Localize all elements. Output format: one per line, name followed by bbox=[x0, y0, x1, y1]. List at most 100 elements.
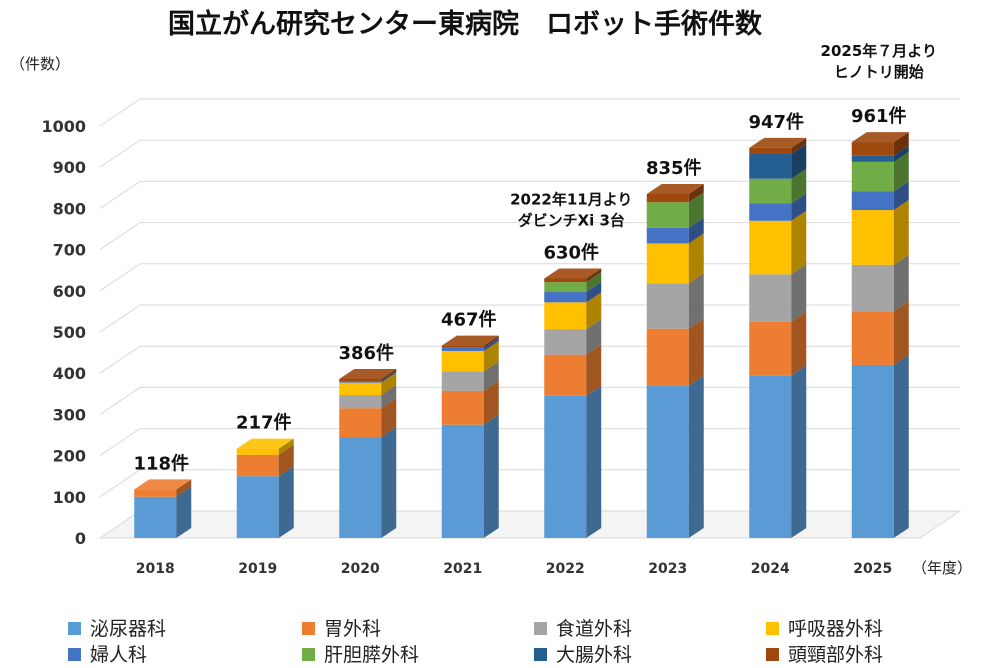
gridline bbox=[99, 386, 960, 415]
bar-segment bbox=[749, 375, 792, 538]
gridline bbox=[99, 469, 960, 498]
bar-segment-side bbox=[688, 233, 704, 284]
legend-swatch bbox=[766, 622, 779, 635]
legend-label: 婦人科 bbox=[90, 644, 147, 666]
bar-segment bbox=[749, 178, 792, 204]
bar-segment bbox=[544, 282, 587, 293]
bar-segment-side bbox=[278, 444, 294, 477]
bar-segment-side bbox=[483, 340, 499, 372]
x-axis-unit-label: （年度） bbox=[912, 559, 972, 577]
total-label: 386件 bbox=[338, 342, 394, 364]
total-label: 961件 bbox=[851, 105, 907, 127]
bar-segment-side bbox=[791, 365, 807, 538]
legend-label: 頭頸部外科 bbox=[788, 644, 883, 666]
x-tick-label: 2024 bbox=[751, 561, 790, 577]
bar-segment bbox=[646, 193, 689, 203]
bar-group-2018 bbox=[134, 479, 192, 538]
annotation-text: ダビンチXi 3台 bbox=[518, 211, 625, 229]
x-tick-label: 2025 bbox=[853, 561, 892, 577]
bar-segment bbox=[441, 347, 484, 351]
bar-segment bbox=[544, 329, 587, 355]
bar-top bbox=[646, 183, 704, 194]
bar-segment-side bbox=[586, 268, 602, 283]
y-tick-label: 300 bbox=[53, 405, 86, 424]
bar-segment bbox=[544, 395, 587, 538]
bar-segment bbox=[851, 191, 894, 211]
total-label: 118件 bbox=[133, 452, 189, 474]
x-tick-label: 2018 bbox=[136, 561, 175, 577]
bar-segment-side bbox=[791, 210, 807, 275]
legend-item: 婦人科 bbox=[68, 644, 147, 666]
legend-label: 泌尿器科 bbox=[90, 618, 166, 640]
bar-group-2021 bbox=[441, 335, 499, 538]
bar-segment bbox=[339, 378, 382, 382]
bar-segment-side bbox=[176, 479, 192, 497]
bar-group-2024 bbox=[749, 137, 807, 538]
legend-label: 食道外科 bbox=[556, 618, 632, 640]
bar-segment bbox=[749, 203, 792, 221]
legend-swatch bbox=[534, 622, 547, 635]
bar-segment bbox=[544, 278, 587, 283]
chart-title: 国立がん研究センター東病院 ロボット手術件数 bbox=[168, 8, 763, 40]
bar-top bbox=[236, 438, 294, 449]
bar-segment-side bbox=[893, 200, 909, 265]
gridline bbox=[99, 139, 960, 168]
y-tick-label: 600 bbox=[53, 282, 86, 301]
y-axis-unit-label: （件数） bbox=[10, 55, 70, 73]
bar-segment-side bbox=[893, 301, 909, 365]
bar-segment bbox=[441, 345, 484, 348]
plot-area: 0 100 200 300 400 500 600 700 800 900 1000 118件 2018… bbox=[41, 42, 962, 577]
bar-segment bbox=[339, 381, 382, 383]
bar-segment bbox=[749, 321, 792, 376]
bar-segment-side bbox=[893, 354, 909, 538]
legend-label: 肝胆膵外科 bbox=[324, 644, 419, 666]
bar-segment bbox=[441, 371, 484, 391]
bar-segment-side bbox=[688, 273, 704, 329]
legend-label: 大腸外科 bbox=[556, 644, 632, 666]
bar-segment-side bbox=[791, 264, 807, 322]
annotation-text: ヒノトリ開始 bbox=[834, 63, 924, 81]
bar-segment bbox=[134, 496, 177, 538]
bar-segment-side bbox=[586, 319, 602, 355]
gridline bbox=[99, 263, 960, 292]
y-tick-label: 0 bbox=[75, 529, 86, 548]
bar-segment bbox=[749, 154, 792, 179]
bar-segment bbox=[339, 437, 382, 538]
legend-item: 呼吸器外科 bbox=[766, 618, 883, 640]
bar-segment bbox=[544, 302, 587, 330]
bar-segment bbox=[851, 264, 894, 312]
bar-segment bbox=[441, 424, 484, 538]
legend-swatch bbox=[68, 648, 81, 661]
legend-swatch bbox=[302, 648, 315, 661]
bar-group-2019 bbox=[236, 438, 294, 538]
bar-top bbox=[749, 137, 807, 148]
legend-label: 呼吸器外科 bbox=[788, 618, 883, 640]
bar-segment bbox=[851, 161, 894, 192]
y-tick-label: 400 bbox=[53, 364, 86, 383]
total-label: 835件 bbox=[646, 157, 702, 179]
bar-segment bbox=[339, 408, 382, 438]
bar-segment-side bbox=[791, 311, 807, 376]
bar-segment-side bbox=[893, 145, 909, 162]
y-tick-label: 900 bbox=[53, 158, 86, 177]
y-tick-label: 500 bbox=[53, 323, 86, 342]
bar-segment-side bbox=[483, 337, 499, 351]
bar-segment-side bbox=[381, 371, 397, 383]
y-tick-label: 800 bbox=[53, 199, 86, 218]
legend-swatch bbox=[302, 622, 315, 635]
bar-top bbox=[441, 335, 499, 346]
bar-segment bbox=[646, 385, 689, 538]
bar-segment bbox=[441, 390, 484, 425]
bar-segment-side bbox=[688, 375, 704, 538]
bar-segment bbox=[851, 142, 894, 156]
x-tick-label: 2019 bbox=[238, 561, 277, 577]
bar-segment-side bbox=[586, 385, 602, 538]
legend-item: 泌尿器科 bbox=[68, 618, 166, 640]
bar-segment bbox=[646, 227, 689, 244]
bar-group-2022 bbox=[544, 268, 602, 538]
bar-segment bbox=[851, 364, 894, 538]
bar-segment bbox=[749, 147, 792, 155]
bar-segment-side bbox=[381, 427, 397, 538]
